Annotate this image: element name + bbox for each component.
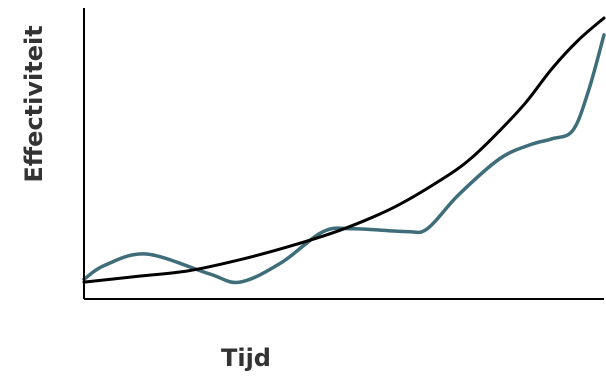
x-axis-label: Tijd [221, 344, 271, 372]
series-line-exponential [82, 16, 606, 284]
plot-area [82, 16, 606, 285]
y-axis-label: Effectiviteit [20, 25, 48, 182]
series-line-wave [82, 33, 606, 285]
